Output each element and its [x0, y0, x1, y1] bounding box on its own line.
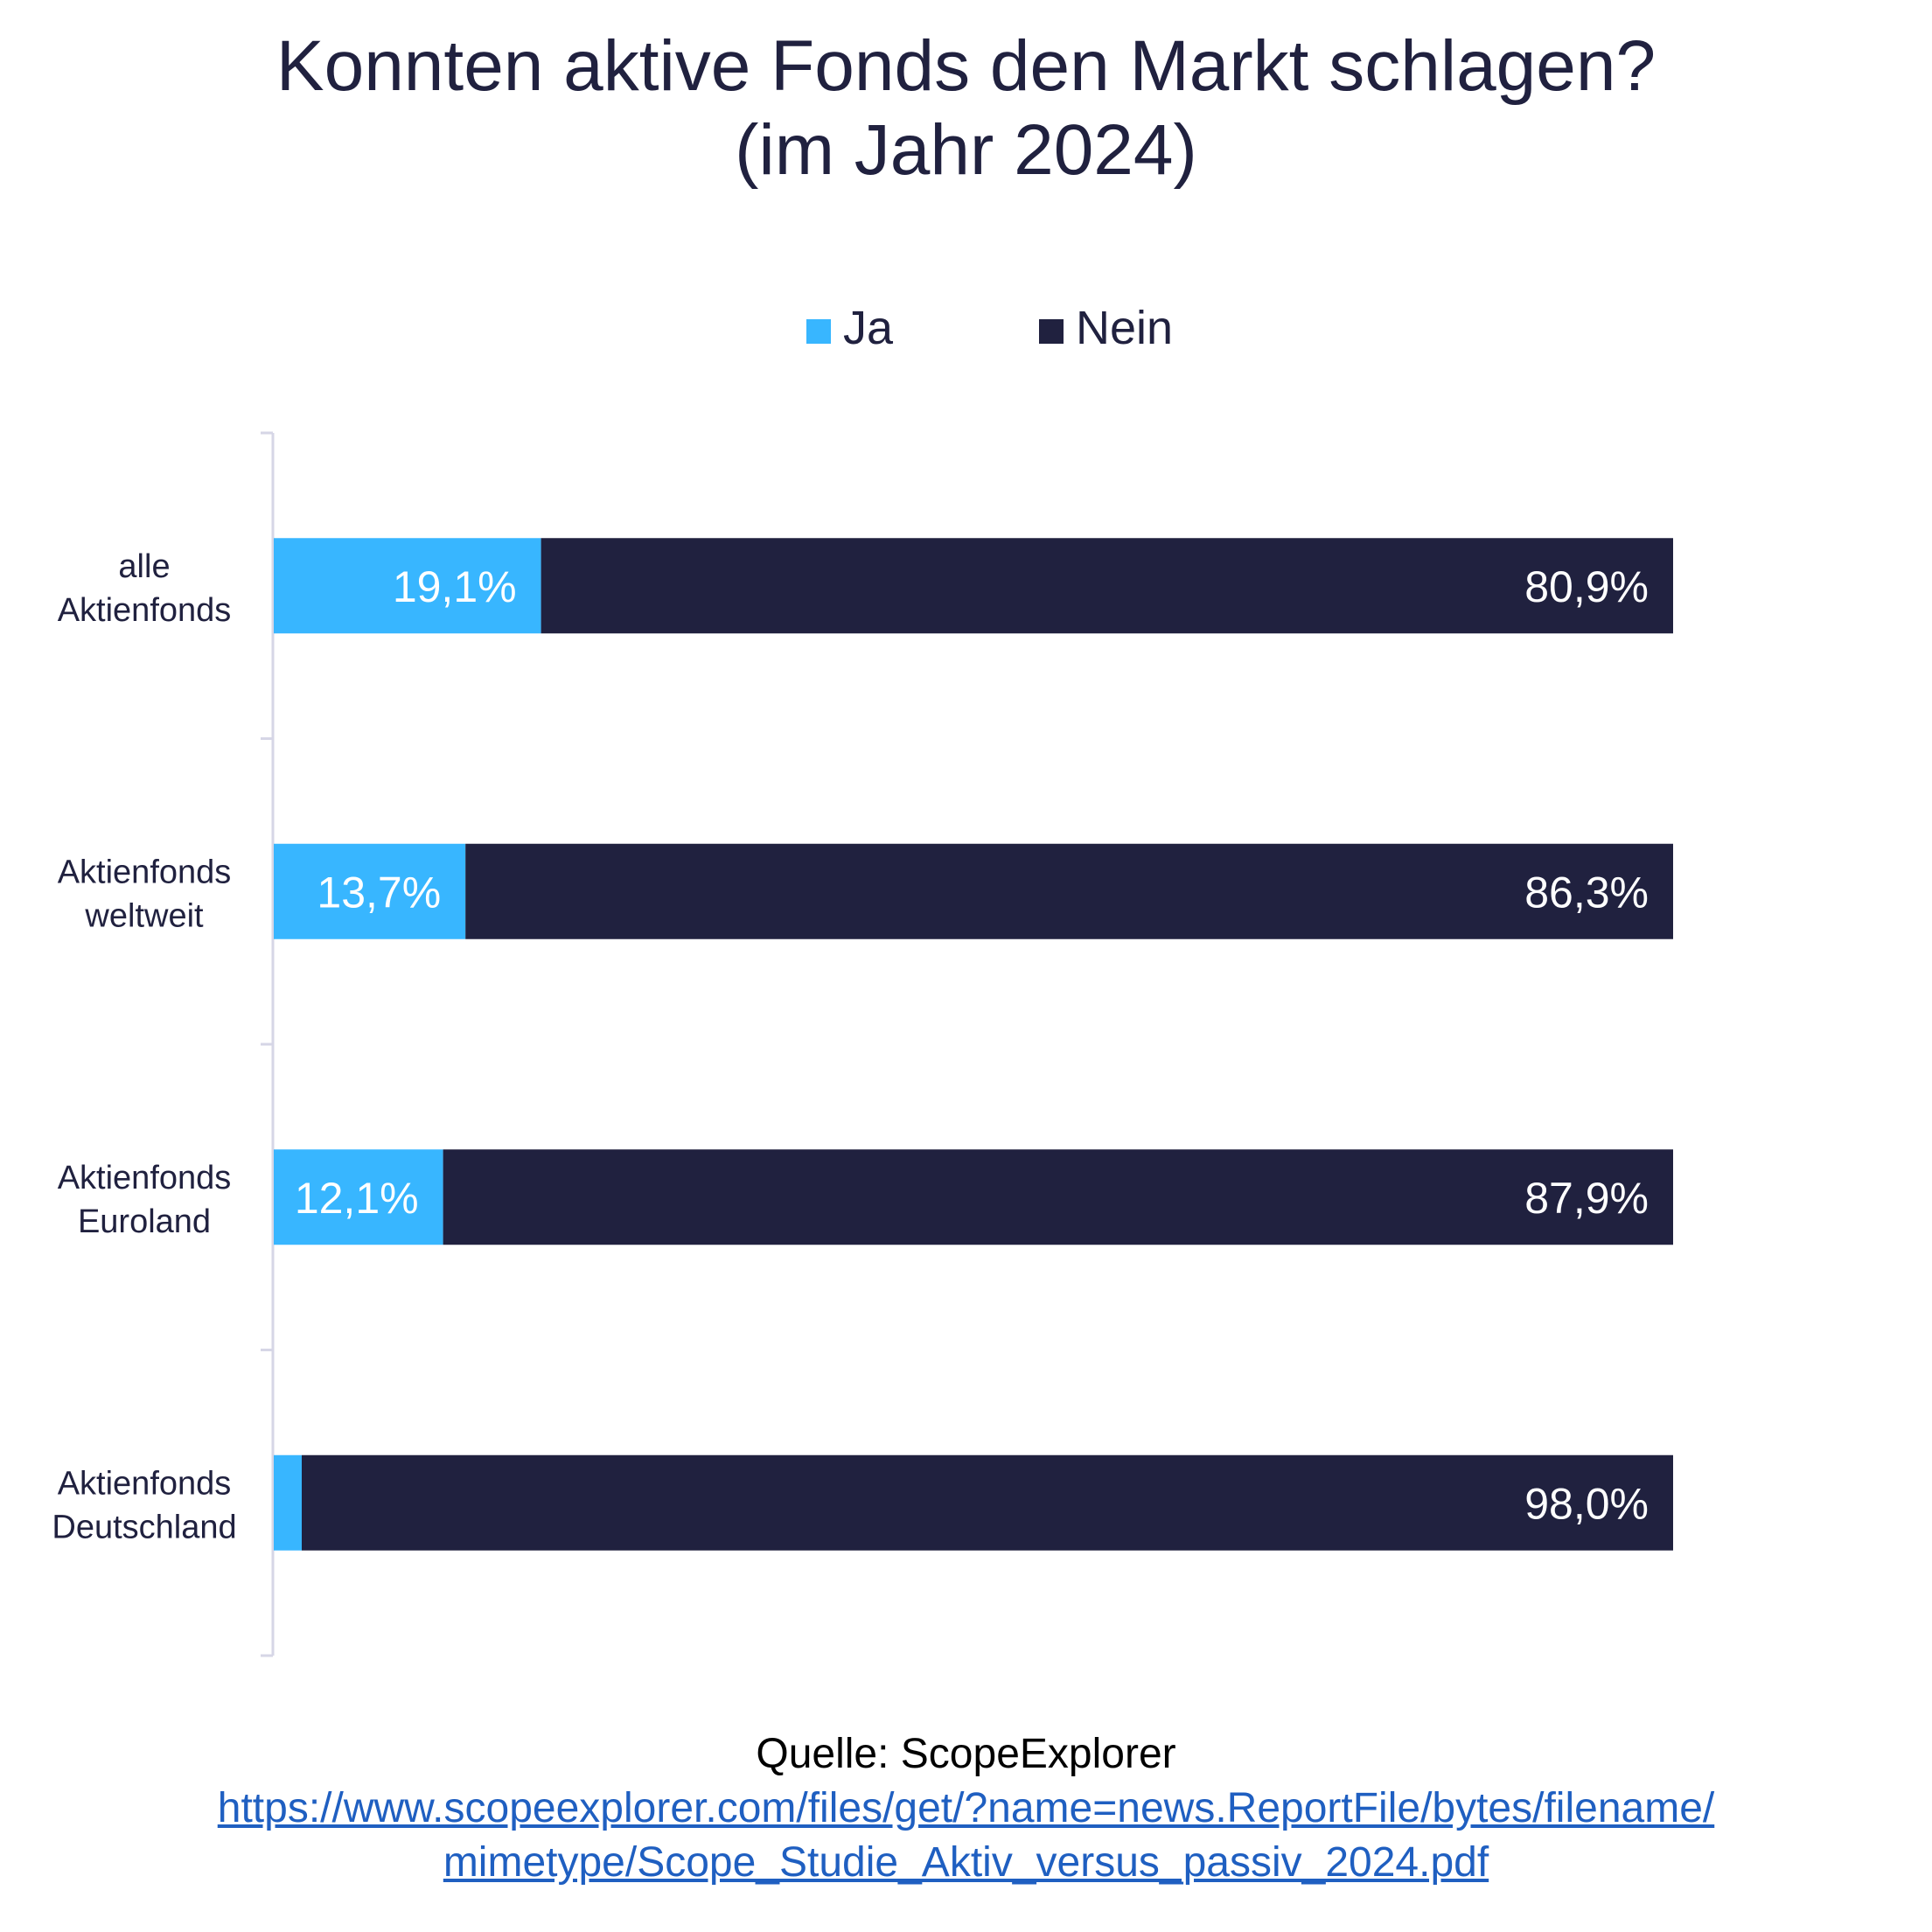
data-label-nein-0: 80,9% — [1524, 562, 1649, 611]
legend-swatch-ja — [806, 319, 831, 344]
category-label-line: Deutschland — [52, 1509, 236, 1545]
category-label-line: alle — [118, 548, 170, 585]
category-label-2: Aktienfonds Euroland — [58, 1160, 232, 1240]
data-label-ja-0: 19,1% — [393, 562, 517, 611]
legend-label-ja: Ja — [843, 302, 894, 354]
chart-title-line-1: Konnten aktive Fonds den Markt schlagen? — [276, 26, 1656, 106]
data-label-nein-2: 87,9% — [1524, 1174, 1649, 1223]
category-label-1: Aktienfonds weltweit — [58, 854, 232, 934]
source-link-line-2[interactable]: mimetype/Scope_Studie_Aktiv_versus_passi… — [443, 1839, 1489, 1886]
category-label-line: Aktienfonds — [58, 592, 232, 629]
bars — [274, 538, 1674, 1551]
data-labels: 19,1% 80,9% 13,7% 86,3% 12,1% 87,9% 98,0% — [295, 562, 1649, 1529]
bar-ja-3 — [274, 1454, 302, 1551]
bar-nein-1 — [465, 843, 1674, 939]
category-label-line: Aktienfonds — [58, 854, 232, 890]
data-label-nein-3: 98,0% — [1524, 1479, 1649, 1528]
bar-ja-0 — [274, 538, 541, 634]
chart-title: Konnten aktive Fonds den Markt schlagen?… — [0, 24, 1932, 192]
category-label-line: Aktienfonds — [58, 1160, 232, 1196]
data-label-ja-1: 13,7% — [317, 868, 441, 917]
source-note: Quelle: ScopeExplorer https://www.scopee… — [0, 1727, 1932, 1890]
legend-label-nein: Nein — [1076, 302, 1173, 354]
data-label-nein-1: 86,3% — [1524, 868, 1649, 917]
chart-title-line-2: (im Jahr 2024) — [735, 110, 1197, 190]
source-label: Quelle: ScopeExplorer — [756, 1731, 1176, 1777]
legend-swatch-nein — [1039, 319, 1064, 344]
data-label-ja-2: 12,1% — [295, 1174, 419, 1223]
bar-nein-2 — [443, 1149, 1674, 1245]
category-label-3: Aktienfonds Deutschland — [52, 1465, 236, 1545]
category-label-0: alle Aktienfonds — [58, 548, 232, 629]
source-link-line-1[interactable]: https://www.scopeexplorer.com/files/get/… — [217, 1785, 1715, 1831]
category-label-line: Euroland — [78, 1203, 211, 1240]
legend: Ja Nein — [806, 302, 1173, 354]
category-axis — [261, 431, 275, 1657]
bar-nein-3 — [302, 1454, 1673, 1551]
bar-ja-1 — [274, 843, 466, 939]
bar-chart: Ja Nein 19,1% 80,9% 13,7% 86,3% 12,1% 87,9% 98,… — [52, 302, 1674, 1657]
category-label-line: weltweit — [84, 897, 204, 934]
bar-nein-0 — [541, 538, 1673, 634]
category-label-line: Aktienfonds — [58, 1465, 232, 1502]
bar-ja-2 — [274, 1149, 443, 1245]
